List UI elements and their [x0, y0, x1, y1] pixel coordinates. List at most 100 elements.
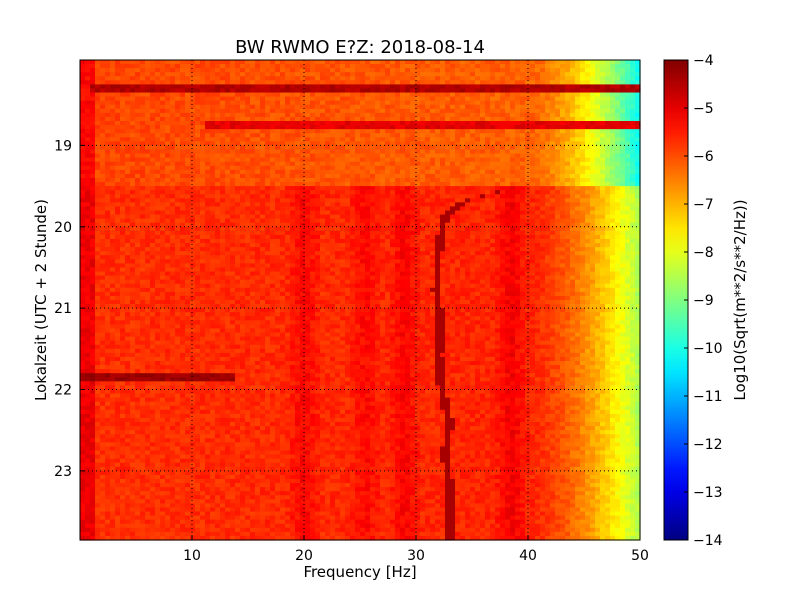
spectrogram-cell [165, 210, 171, 216]
spectrogram-cell [360, 226, 366, 232]
spectrogram-cell [115, 129, 121, 134]
spectrogram-cell [620, 96, 626, 102]
spectrogram-cell [325, 129, 331, 134]
spectrogram-cell [100, 198, 106, 203]
spectrogram-cell [135, 161, 141, 167]
spectrogram-cell [210, 214, 216, 220]
spectrogram-cell [565, 173, 571, 179]
spectrogram-cell [400, 161, 406, 167]
spectrogram-cell [420, 72, 426, 77]
spectrogram-cell [600, 80, 606, 86]
spectrogram-cell [610, 100, 616, 106]
spectrogram-cell [515, 145, 521, 151]
spectrogram-cell [475, 72, 481, 77]
spectrogram-cell [565, 76, 571, 81]
spectrogram-cell [570, 129, 576, 134]
spectrogram-cell [495, 125, 501, 130]
spectrogram-cell [500, 92, 506, 98]
spectrogram-cell [310, 198, 316, 203]
spectrogram-cell [290, 238, 296, 244]
spectrogram-cell [310, 88, 316, 94]
spectrogram-cell [270, 133, 276, 138]
spectrogram-cell [130, 222, 136, 228]
spectrogram-cell [515, 173, 521, 179]
spectrogram-cell [180, 125, 186, 130]
spectrogram-cell [190, 100, 196, 106]
spectrogram-cell [615, 194, 621, 199]
spectrogram-cell [545, 165, 551, 171]
spectrogram-cell [320, 161, 326, 167]
spectrogram-cell [575, 165, 581, 171]
spectrogram-cell [300, 80, 306, 86]
spectrogram-cell [350, 169, 356, 175]
spectrogram-cell [600, 218, 606, 224]
spectrogram-cell [85, 194, 91, 199]
spectrogram-cell [160, 190, 166, 195]
spectrogram-cell [390, 169, 396, 175]
spectrogram-cell [605, 125, 611, 130]
spectrogram-cell [305, 186, 311, 191]
spectrogram-cell [550, 182, 556, 187]
spectrogram-cell [165, 145, 171, 151]
spectrogram-cell [290, 210, 296, 216]
spectrogram-cell [305, 234, 311, 240]
spectrogram-cell [410, 108, 416, 114]
spectrogram-cell [210, 222, 216, 228]
spectrogram-cell [475, 194, 481, 199]
spectrogram-cell [210, 190, 216, 195]
spectrogram-cell [605, 182, 611, 187]
spectrogram-cell [80, 169, 86, 175]
spectrogram-cell [365, 88, 371, 94]
spectrogram-cell [195, 68, 201, 73]
spectrogram-cell [420, 182, 426, 187]
spectrogram-cell [300, 72, 306, 77]
spectrogram-cell [550, 202, 556, 208]
spectrogram-cell [300, 190, 306, 195]
spectrogram-cell [260, 149, 266, 155]
spectrogram-cell [565, 80, 571, 86]
spectrogram-cell [80, 218, 86, 224]
spectrogram-cell [495, 173, 501, 179]
spectrogram-cell [595, 104, 601, 110]
spectrogram-cell [240, 226, 246, 232]
spectrogram-cell [190, 222, 196, 228]
spectrogram-cell [630, 116, 636, 122]
spectrogram-cell [305, 177, 311, 183]
spectrogram-cell [325, 186, 331, 191]
spectrogram-cell [530, 60, 536, 65]
spectrogram-cell [345, 177, 351, 183]
spectrogram-cell [80, 165, 86, 171]
spectrogram-cell [205, 133, 211, 138]
spectrogram-cell [240, 198, 246, 203]
spectrogram-cell [190, 161, 196, 167]
spectrogram-cell [195, 145, 201, 151]
spectrogram-cell [85, 88, 91, 94]
spectrogram-cell [275, 234, 281, 240]
spectrogram-cell [325, 60, 331, 65]
spectrogram-cell [125, 96, 131, 102]
spectrogram-cell [255, 177, 261, 183]
spectrogram-cell [500, 157, 506, 163]
spectrogram-cell [95, 133, 101, 138]
spectrogram-cell [595, 214, 601, 220]
spectrogram-cell [430, 100, 436, 106]
spectrogram-cell [610, 60, 616, 65]
spectrogram-cell [80, 202, 86, 208]
spectrogram-cell [85, 112, 91, 118]
spectrogram-cell [165, 157, 171, 163]
spectrogram-cell [505, 137, 511, 142]
spectrogram-cell [525, 121, 531, 126]
spectrogram-cell [395, 186, 401, 191]
spectrogram-cell [165, 182, 171, 187]
spectrogram-cell [255, 218, 261, 224]
spectrogram-cell [210, 238, 216, 244]
spectrogram-cell [385, 202, 391, 208]
spectrogram-cell [375, 186, 381, 191]
spectrogram-cell [635, 96, 641, 102]
spectrogram-cell [390, 72, 396, 77]
spectrogram-cell [235, 186, 241, 191]
spectrogram-cell [135, 194, 141, 199]
spectrogram-cell [385, 76, 391, 81]
spectrogram-cell [560, 177, 566, 183]
spectrogram-cell [230, 222, 236, 228]
